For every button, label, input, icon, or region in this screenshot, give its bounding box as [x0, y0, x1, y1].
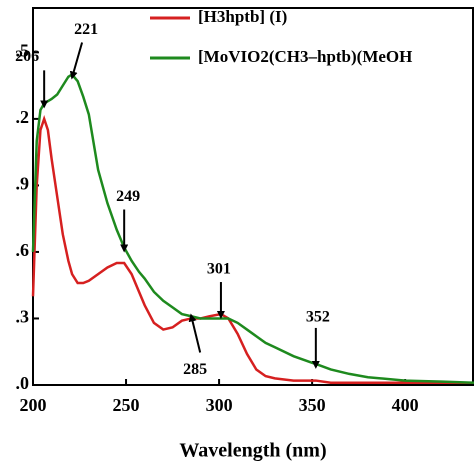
x-tick-label: 300: [206, 395, 233, 415]
x-tick-label: 250: [113, 395, 140, 415]
y-tick-label: .9: [16, 174, 30, 194]
x-tick-label: 400: [392, 395, 419, 415]
series-line: [31, 72, 474, 385]
x-axis-label: Wavelength (nm): [179, 440, 326, 462]
annotation-label: 221: [74, 21, 98, 38]
series-line: [31, 114, 474, 385]
annotation-label: 285: [183, 361, 207, 378]
y-tick-label: .3: [16, 307, 30, 327]
y-tick-label: .5: [16, 40, 30, 60]
y-tick-label: .0: [16, 373, 30, 393]
y-tick-label: .2: [16, 107, 30, 127]
legend-label: [H3hptb] (I): [198, 7, 287, 26]
legend-label: [MoVIO2(CH3–hptb)(MeOH: [198, 47, 412, 66]
x-tick-label: 200: [20, 395, 47, 415]
annotation-label: 249: [116, 188, 140, 205]
annotation-label: 206: [15, 48, 39, 65]
x-tick-label: 350: [299, 395, 326, 415]
annotation-arrow: [188, 313, 202, 353]
annotation-arrow: [69, 42, 84, 80]
y-tick-label: .6: [16, 240, 30, 260]
annotation-label: 301: [207, 261, 231, 278]
plot-frame: [32, 7, 474, 386]
annotation-label: 352: [306, 309, 330, 326]
